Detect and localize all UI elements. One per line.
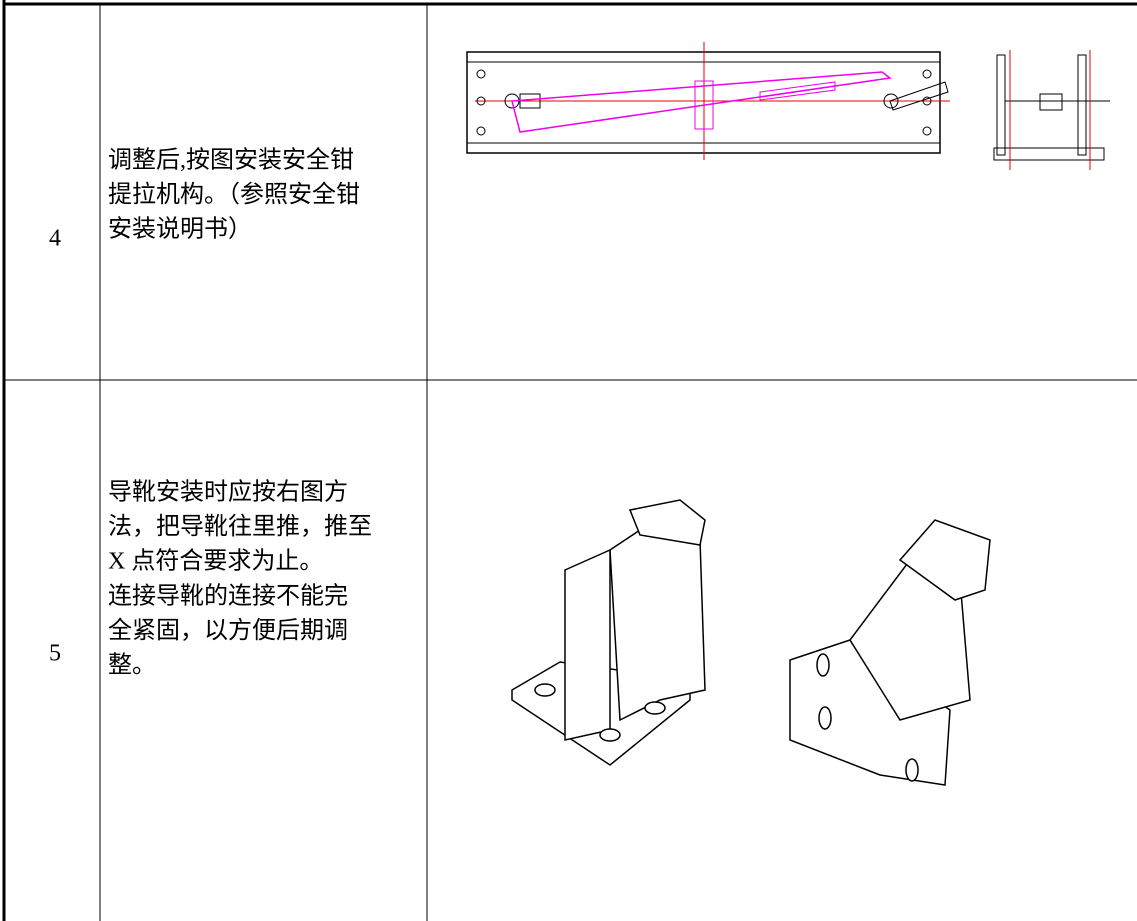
- guide-shoe-drawing: [511, 499, 991, 786]
- step-text: 法，把导靴往里推，推至: [108, 513, 372, 540]
- step-text: 全紧固，以方便后期调: [108, 617, 348, 644]
- step-text: 安装说明书）: [108, 216, 252, 243]
- step-text: 提拉机构。（参照安全钳: [108, 181, 360, 208]
- step-number: 5: [49, 641, 61, 667]
- step-number: 4: [49, 226, 61, 252]
- step-text: 调整后,按图安装安全钳: [108, 147, 354, 174]
- step-text: 连接导靴的连接不能完: [108, 582, 348, 609]
- mechanism-drawing: [466, 42, 1110, 170]
- step-text: 导靴安装时应按右图方: [108, 479, 348, 506]
- step-text: X 点符合要求为止。: [108, 548, 323, 575]
- step-text: 整。: [108, 652, 156, 679]
